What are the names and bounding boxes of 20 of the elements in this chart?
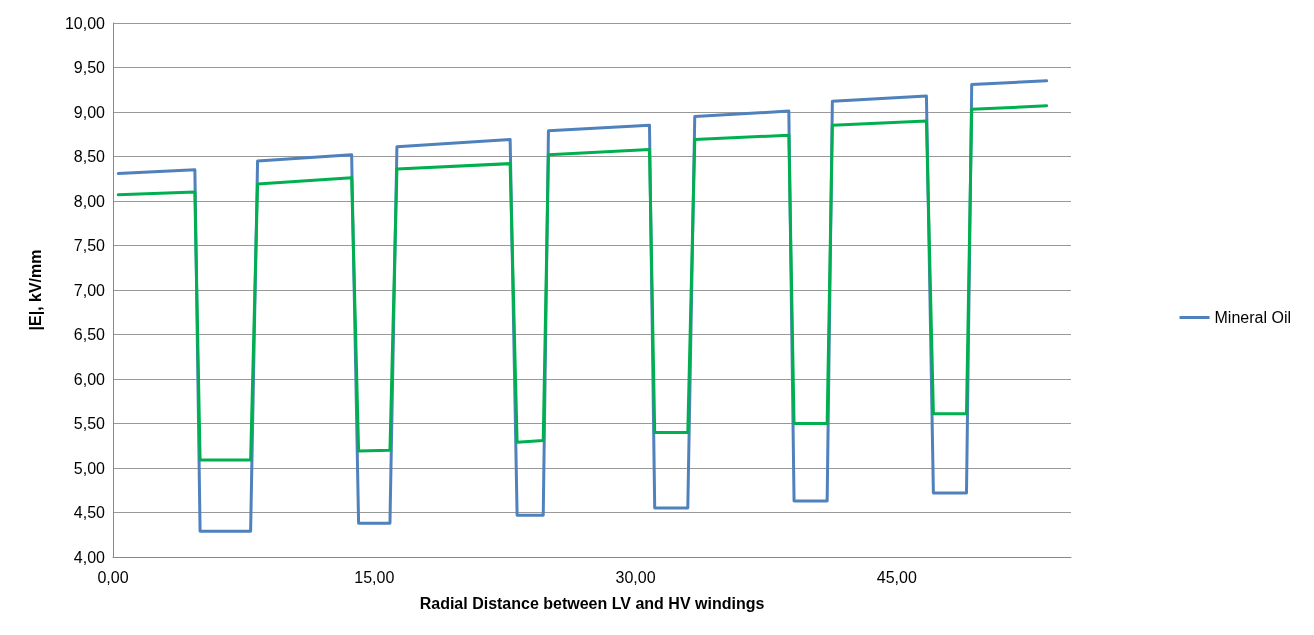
- y-tick-label: 4,50: [73, 504, 106, 521]
- y-tick-label: 6,00: [73, 370, 106, 388]
- y-tick-label: 6,50: [73, 326, 106, 343]
- x-tick-label: 30,00: [615, 568, 656, 586]
- y-axis-title: |E|, kV/mm: [26, 249, 44, 331]
- y-tick-label: 7,00: [73, 281, 106, 299]
- y-tick-label: 8,00: [73, 192, 106, 210]
- legend-label: Mineral Oil: [1214, 309, 1292, 326]
- x-tick-label: 0,00: [97, 568, 129, 586]
- y-tick-label: 9,00: [73, 103, 106, 121]
- x-axis-title: Radial Distance between LV and HV windings: [419, 594, 765, 612]
- y-tick-label: 5,50: [73, 415, 106, 432]
- y-tick-label: 5,00: [73, 459, 106, 477]
- y-tick-label: 8,50: [73, 148, 106, 165]
- y-tick-label: 4,00: [73, 548, 106, 566]
- y-tick-label: 10,00: [64, 14, 106, 32]
- x-tick-label: 15,00: [354, 568, 395, 586]
- y-tick-label: 9,50: [73, 59, 106, 76]
- x-tick-label: 45,00: [876, 568, 917, 586]
- y-tick-label: 7,50: [73, 237, 106, 254]
